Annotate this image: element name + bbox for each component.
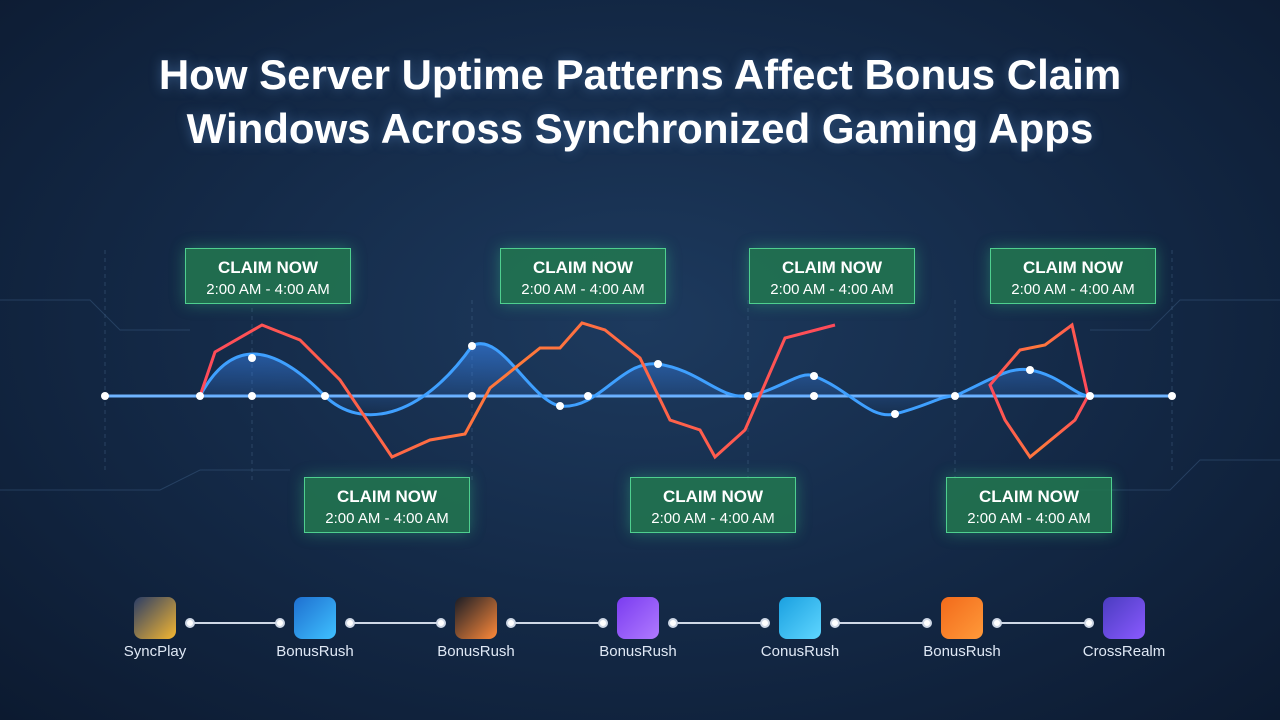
app-name: BonusRush	[276, 643, 354, 660]
claim-time: 2:00 AM - 4:00 AM	[770, 281, 894, 298]
claim-box: CLAIM NOW 2:00 AM - 4:00 AM	[749, 248, 915, 304]
app-icon	[1103, 597, 1145, 639]
app-icon	[941, 597, 983, 639]
claim-label: CLAIM NOW	[336, 487, 438, 506]
claim-time: 2:00 AM - 4:00 AM	[967, 510, 1091, 527]
app-name: SyncPlay	[123, 643, 187, 660]
connector-dot	[1084, 618, 1094, 628]
connector-dot	[992, 618, 1002, 628]
claim-label: CLAIM NOW	[978, 487, 1080, 506]
app-name: BonusRush	[923, 643, 1001, 660]
app-connectors	[185, 618, 1094, 628]
claim-box: CLAIM NOW 2:00 AM - 4:00 AM	[946, 477, 1112, 533]
app-name: BonusRush	[599, 643, 677, 660]
claim-box: CLAIM NOW 2:00 AM - 4:00 AM	[630, 477, 796, 533]
claim-label: CLAIM NOW	[1022, 258, 1124, 277]
circuit-lines	[0, 299, 1280, 491]
connector-dot	[185, 618, 195, 628]
uptime-area	[200, 343, 1090, 415]
claim-label: CLAIM NOW	[781, 258, 883, 277]
app-icon	[779, 597, 821, 639]
claim-time: 2:00 AM - 4:00 AM	[325, 510, 449, 527]
app-name: CrossRealm	[1082, 643, 1166, 660]
connector-dot	[436, 618, 446, 628]
claim-time: 2:00 AM - 4:00 AM	[651, 510, 775, 527]
app-icon	[617, 597, 659, 639]
claim-label: CLAIM NOW	[217, 258, 319, 277]
claim-box: CLAIM NOW 2:00 AM - 4:00 AM	[304, 477, 470, 533]
app-name: ConusRush	[760, 643, 840, 660]
claim-box: CLAIM NOW 2:00 AM - 4:00 AM	[990, 248, 1156, 304]
connector-dot	[506, 618, 516, 628]
app-name: BonusRush	[437, 643, 515, 660]
connector-dot	[830, 618, 840, 628]
connector-dot	[598, 618, 608, 628]
claim-label: CLAIM NOW	[532, 258, 634, 277]
connector-dot	[668, 618, 678, 628]
claim-time: 2:00 AM - 4:00 AM	[521, 281, 645, 298]
connector-dot	[275, 618, 285, 628]
connector-dot	[345, 618, 355, 628]
title: How Server Uptime Patterns Affect Bonus …	[158, 51, 1122, 152]
connector-dot	[760, 618, 770, 628]
claim-time: 2:00 AM - 4:00 AM	[1011, 281, 1135, 298]
nodes	[101, 342, 1176, 418]
claim-time: 2:00 AM - 4:00 AM	[206, 281, 330, 298]
app-icon	[455, 597, 497, 639]
downtime-line	[198, 321, 836, 460]
claim-box: CLAIM NOW 2:00 AM - 4:00 AM	[185, 248, 351, 304]
claim-box: CLAIM NOW 2:00 AM - 4:00 AM	[500, 248, 666, 304]
claim-label: CLAIM NOW	[662, 487, 764, 506]
app-icon	[294, 597, 336, 639]
app-icon	[134, 597, 176, 639]
connector-dot	[922, 618, 932, 628]
